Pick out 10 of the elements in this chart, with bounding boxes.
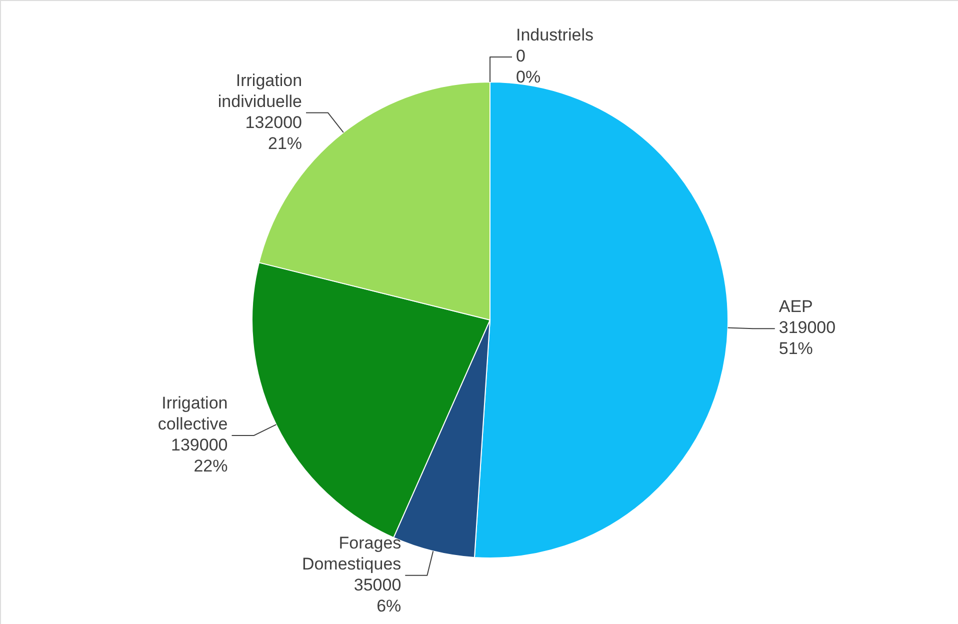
category-label: Industriels (516, 26, 594, 44)
slice-label: AEP (778, 297, 813, 316)
data-label: 139000 22% (171, 436, 228, 476)
slice-label: Forages Domestiques (302, 533, 402, 574)
data-label: 132000 21% (245, 112, 302, 153)
data-label: 319000 51% (778, 318, 836, 358)
slice-label: Irrigation collective (158, 394, 228, 434)
slice-label: Irrigation individuelle (218, 70, 302, 111)
text: 0 0% (516, 46, 541, 86)
data-label: 35000 6% (354, 575, 402, 616)
